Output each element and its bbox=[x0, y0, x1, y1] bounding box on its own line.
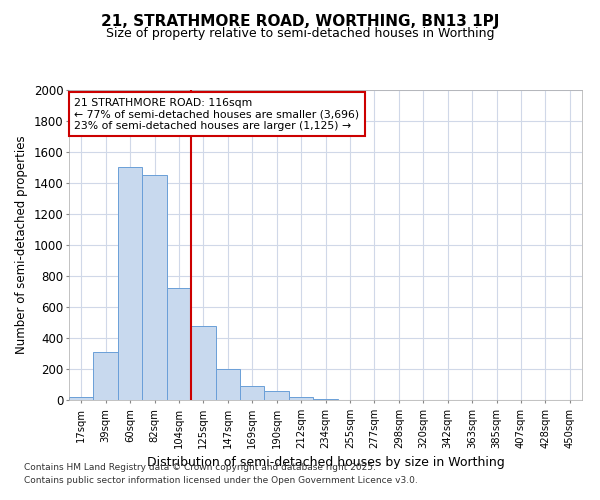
Text: Contains HM Land Registry data © Crown copyright and database right 2025.: Contains HM Land Registry data © Crown c… bbox=[24, 464, 376, 472]
Text: Contains public sector information licensed under the Open Government Licence v3: Contains public sector information licen… bbox=[24, 476, 418, 485]
X-axis label: Distribution of semi-detached houses by size in Worthing: Distribution of semi-detached houses by … bbox=[146, 456, 505, 469]
Bar bbox=[240, 386, 265, 400]
Bar bbox=[289, 397, 313, 400]
Bar bbox=[191, 326, 215, 400]
Bar bbox=[167, 288, 191, 400]
Bar bbox=[118, 168, 142, 400]
Bar bbox=[313, 399, 338, 400]
Text: 21, STRATHMORE ROAD, WORTHING, BN13 1PJ: 21, STRATHMORE ROAD, WORTHING, BN13 1PJ bbox=[101, 14, 499, 29]
Bar bbox=[215, 369, 240, 400]
Bar bbox=[265, 392, 289, 400]
Text: Size of property relative to semi-detached houses in Worthing: Size of property relative to semi-detach… bbox=[106, 27, 494, 40]
Bar bbox=[69, 397, 94, 400]
Text: 21 STRATHMORE ROAD: 116sqm
← 77% of semi-detached houses are smaller (3,696)
23%: 21 STRATHMORE ROAD: 116sqm ← 77% of semi… bbox=[74, 98, 359, 131]
Bar bbox=[94, 352, 118, 400]
Bar bbox=[142, 176, 167, 400]
Y-axis label: Number of semi-detached properties: Number of semi-detached properties bbox=[15, 136, 28, 354]
